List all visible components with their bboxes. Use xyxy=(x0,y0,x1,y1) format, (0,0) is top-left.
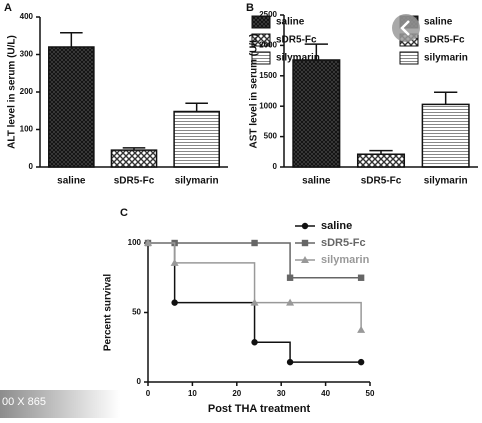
legend-label: sDR5-Fc xyxy=(321,237,366,249)
legend-label: sDR5-Fc xyxy=(276,35,317,46)
y-tick-label: 1000 xyxy=(259,101,277,110)
y-axis-label: ALT level in serum (U/L) xyxy=(7,35,18,149)
x-tick-label: 0 xyxy=(146,389,151,398)
marker xyxy=(286,298,295,306)
overlay-text: 00 X 865 xyxy=(2,396,46,408)
x-tick-label: 30 xyxy=(277,389,286,398)
y-tick-label: 2000 xyxy=(259,41,277,50)
y-tick-label: 100 xyxy=(128,238,142,247)
x-tick-label: 40 xyxy=(321,389,330,398)
legend-swatch xyxy=(251,15,271,29)
y-tick-label: 400 xyxy=(20,12,34,21)
bar xyxy=(356,153,406,168)
marker xyxy=(301,239,309,247)
legend-swatch xyxy=(251,51,271,65)
marker xyxy=(171,299,178,306)
legend-label: silymarin xyxy=(321,254,370,266)
marker xyxy=(286,358,294,366)
y-tick-label: 200 xyxy=(20,87,34,96)
nav-arrow xyxy=(400,20,410,36)
panel-label: B xyxy=(246,2,254,14)
marker xyxy=(250,298,259,306)
x-tick-label: 20 xyxy=(232,389,241,398)
x-tick-label: silymarin xyxy=(175,176,219,187)
y-tick-label: 500 xyxy=(264,132,278,141)
marker xyxy=(286,274,294,281)
x-tick-label: sDR5-Fc xyxy=(114,176,155,187)
overlay-shade xyxy=(0,390,120,418)
survival-line xyxy=(148,242,362,330)
marker xyxy=(357,325,366,333)
marker xyxy=(170,258,179,266)
marker xyxy=(301,222,309,230)
legend-swatch xyxy=(399,51,419,65)
panel-label: A xyxy=(4,2,12,14)
x-tick-label: sDR5-Fc xyxy=(361,176,402,187)
y-tick-label: 100 xyxy=(20,125,34,134)
bar xyxy=(48,46,95,168)
legend-label: sDR5-Fc xyxy=(424,35,465,46)
nav-button[interactable] xyxy=(392,14,420,42)
marker xyxy=(251,239,258,247)
x-tick-label: 10 xyxy=(188,389,197,398)
x-tick-label: saline xyxy=(302,176,331,187)
marker xyxy=(301,256,309,263)
x-tick-label: silymarin xyxy=(424,176,468,187)
y-tick-label: 0 xyxy=(29,162,34,171)
y-tick-label: 50 xyxy=(132,308,141,317)
y-tick-label: 0 xyxy=(273,162,278,171)
marker xyxy=(357,274,365,281)
bar xyxy=(173,110,220,168)
y-axis-label: Percent survival xyxy=(103,274,114,351)
legend-label: silymarin xyxy=(424,53,468,64)
legend-label: saline xyxy=(276,17,305,28)
x-axis-label: Post THA treatment xyxy=(208,403,311,415)
marker xyxy=(251,339,258,346)
legend-label: silymarin xyxy=(276,53,320,64)
legend-label: saline xyxy=(321,220,352,232)
y-tick-label: 2500 xyxy=(259,10,277,19)
y-tick-label: 300 xyxy=(20,50,34,59)
y-tick-label: 1500 xyxy=(259,71,277,80)
x-tick-label: saline xyxy=(57,176,86,187)
y-tick-label: 0 xyxy=(137,377,142,386)
y-axis-label: AST level in serum (U/L) xyxy=(249,33,260,148)
legend-label: saline xyxy=(424,17,453,28)
panel-label: C xyxy=(120,207,128,219)
x-tick-label: 50 xyxy=(366,389,375,398)
marker xyxy=(144,239,152,246)
bar xyxy=(110,149,158,168)
legend-swatch xyxy=(251,33,271,47)
bar xyxy=(421,103,470,168)
marker xyxy=(357,358,365,366)
bar xyxy=(292,59,341,168)
